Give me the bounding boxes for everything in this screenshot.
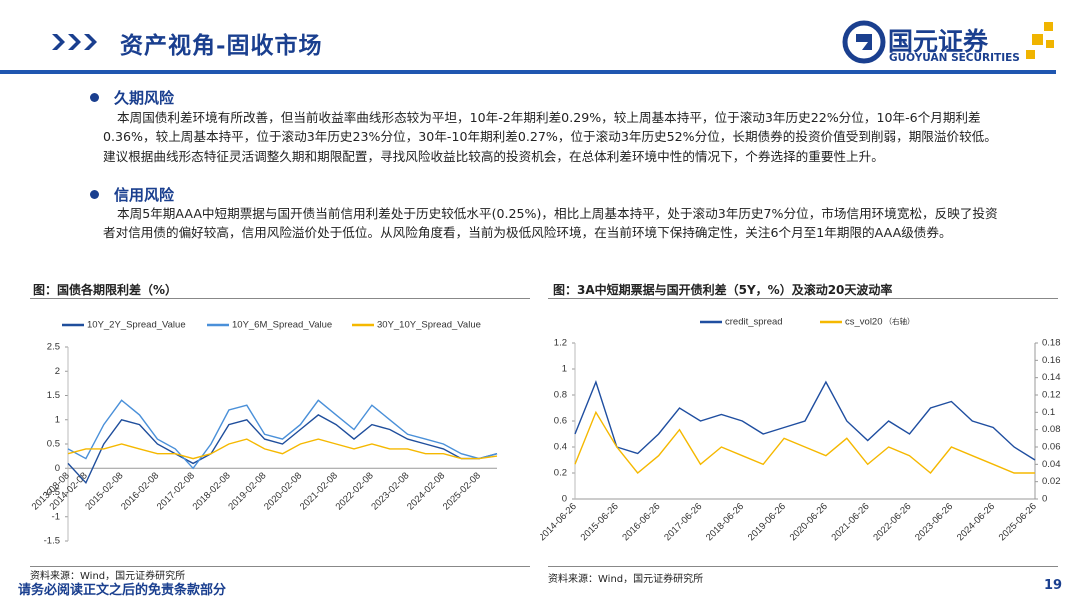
- page-number: 19: [1044, 578, 1063, 593]
- x-tick-label: 2015-06-26: [579, 501, 621, 543]
- y-tick-label: 0: [562, 494, 567, 505]
- bullet: [90, 190, 99, 199]
- x-tick-label: 2014-06-26: [540, 501, 579, 543]
- logo-subtext: GUOYUAN SECURITIES: [889, 52, 1020, 64]
- chart: -1.5-1-0.500.511.522.52013-08-082014-02-…: [30, 320, 498, 547]
- y-tick-label: 0.5: [47, 439, 60, 450]
- y-tick-label: 1: [562, 364, 567, 375]
- x-tick-label: 2022-06-26: [871, 501, 913, 543]
- title-rule: [30, 298, 530, 299]
- legend-label: 10Y_6M_Spread_Value: [232, 320, 332, 331]
- y-tick-label: 2.5: [47, 342, 60, 353]
- x-tick-label: 2018-06-26: [704, 501, 746, 543]
- title-rule: [548, 298, 1058, 299]
- y-tick-label: -1: [52, 511, 60, 522]
- y2-tick-label: 0.18: [1042, 338, 1061, 349]
- y-tick-label: 2: [55, 366, 60, 377]
- x-tick-label: 2023-06-26: [913, 501, 955, 543]
- y2-tick-label: 0.08: [1042, 424, 1061, 435]
- y2-tick-label: 0.1: [1042, 407, 1055, 418]
- y-tick-label: -0.5: [44, 487, 60, 498]
- x-tick-label: 2017-06-26: [662, 501, 704, 543]
- x-tick-label: 2025-06-26: [997, 501, 1039, 543]
- y-tick-label: 0: [55, 463, 60, 474]
- legend-note: （右轴）: [885, 316, 915, 326]
- section-heading: 信用风险: [114, 186, 175, 204]
- logo-squares: [1026, 22, 1054, 59]
- y-tick-label: 1: [55, 414, 60, 425]
- logo-text: 国元证券: [888, 27, 989, 56]
- legend-label: cs_vol20: [845, 317, 883, 328]
- source: 资料来源：Wind，国元证券研究所: [548, 574, 704, 585]
- source-rule: [548, 566, 1058, 567]
- y2-tick-label: 0.04: [1042, 459, 1061, 470]
- header-title: 资产视角-固收市场: [120, 32, 323, 59]
- header-bar: [0, 70, 1056, 74]
- y-tick-label: -1.5: [44, 536, 60, 547]
- series-line: [574, 410, 1035, 474]
- y-tick-label: 1.5: [47, 390, 60, 401]
- x-tick-label: 2020-06-26: [788, 501, 830, 543]
- y-tick-label: 0.2: [554, 468, 567, 479]
- y-tick-label: 0.4: [554, 442, 567, 453]
- y-tick-label: 0.6: [554, 416, 567, 427]
- y2-tick-label: 0.02: [1042, 476, 1061, 487]
- x-tick-label: 2016-06-26: [620, 501, 662, 543]
- y-tick-label: 1.2: [554, 338, 567, 349]
- y2-tick-label: 0.12: [1042, 390, 1061, 401]
- series-line: [574, 379, 1036, 461]
- logo-icon: [842, 20, 886, 64]
- section-text: 本周5年期AAA中短期票据与国开债当前信用利差处于历史较低水平(0.25%)，相…: [103, 206, 998, 241]
- header-arrows: [52, 34, 97, 50]
- x-tick-label: 2019-06-26: [746, 501, 788, 543]
- source: 资料来源：Wind，国元证券研究所: [30, 571, 186, 582]
- section-heading: 久期风险: [114, 89, 175, 107]
- legend-label: 10Y_2Y_Spread_Value: [87, 320, 186, 331]
- series-line: [67, 399, 498, 470]
- series-line: [67, 414, 498, 485]
- bullet: [90, 93, 99, 102]
- y2-tick-label: 0.06: [1042, 442, 1061, 453]
- source-rule: [30, 566, 530, 567]
- y2-tick-label: 0: [1042, 494, 1047, 505]
- series-line: [67, 438, 498, 460]
- y2-tick-label: 0.14: [1042, 372, 1061, 383]
- chart-title: 图：3A中短期票据与国开债利差（5Y，%）及滚动20天波动率: [553, 283, 893, 297]
- y2-tick-label: 0.16: [1042, 355, 1061, 366]
- chart-title: 图：国债各期限利差（%）: [33, 283, 178, 297]
- legend-label: credit_spread: [725, 317, 783, 328]
- chart: 0 0.2 0.4 0.6 0.8 1 1.2 0 0.02 0.04 0.06 0.08 0.1 0.1…: [540, 316, 1061, 543]
- x-tick-label: 2025-02-08: [441, 470, 483, 512]
- x-tick-label: 2021-06-26: [829, 501, 871, 543]
- legend-label: 30Y_10Y_Spread_Value: [377, 320, 481, 331]
- section-text: 本周国债利差环境有所改善，但当前收益率曲线形态较为平坦，10年-2年期利差0.2…: [103, 110, 997, 164]
- y-tick-label: 0.8: [554, 390, 567, 401]
- x-tick-label: 2024-06-26: [955, 501, 997, 543]
- disclaimer: 请务必阅读正文之后的免责条款部分: [18, 583, 227, 598]
